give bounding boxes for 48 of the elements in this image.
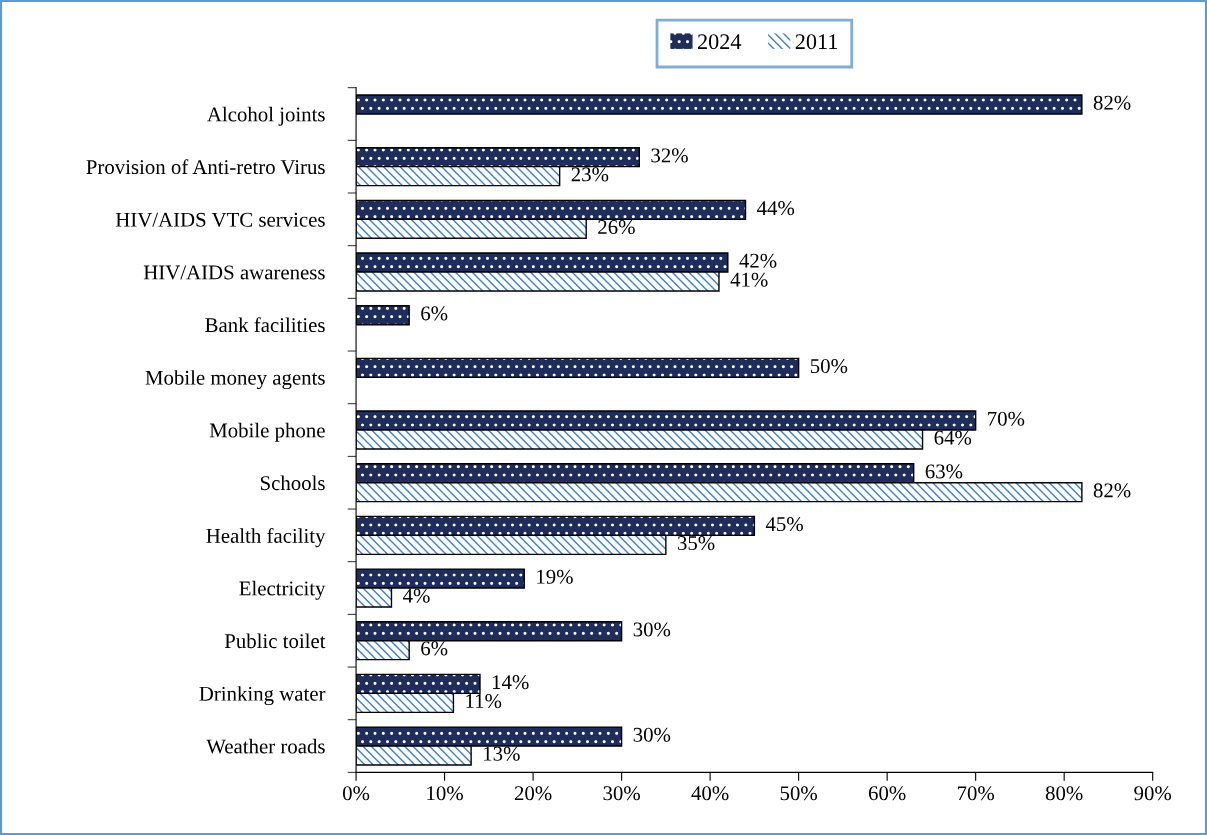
data-label: 35% (677, 536, 715, 551)
data-label: 82% (1093, 95, 1131, 110)
x-tick-label: 50% (780, 786, 818, 801)
y-tick-label: Bank facilities (205, 317, 325, 333)
x-tick-label: 40% (691, 786, 729, 801)
data-label: 45% (765, 517, 803, 532)
y-tick-label: Electricity (239, 580, 326, 600)
data-label: 63% (925, 464, 963, 479)
y-tick-label: Mobile money agents (145, 370, 325, 390)
y-tick-label: Mobile phone (209, 422, 325, 442)
data-label: 70% (988, 411, 1025, 426)
x-tick-label: 30% (603, 786, 640, 801)
data-label: 64% (934, 430, 972, 445)
data-label: 82% (1093, 483, 1131, 498)
x-tick-label: 60% (868, 786, 906, 801)
data-label: 14% (492, 675, 529, 690)
legend-label: 2024 (697, 34, 742, 50)
y-tick-label: Provision of Anti-retro Virus (86, 159, 325, 175)
data-label: 11% (466, 694, 502, 709)
data-label: 13% (484, 746, 520, 761)
x-tick-label: 70% (957, 786, 995, 801)
data-label: 44% (757, 201, 795, 216)
x-tick-label: 90% (1134, 786, 1172, 801)
y-tick-label: Public toilet (224, 633, 326, 649)
data-label: 30% (633, 622, 671, 637)
data-label: 6% (421, 641, 448, 656)
y-tick-label: HIV/AIDS VTC services (115, 212, 325, 227)
x-tick-label: 80% (1045, 786, 1083, 801)
data-label: 4% (402, 588, 430, 603)
data-label: 50% (810, 359, 848, 374)
y-tick-label: Schools (260, 475, 325, 491)
data-label: 26% (598, 219, 635, 235)
y-tick-label: Drinking water (199, 686, 326, 706)
data-label: 23% (571, 167, 609, 182)
data-label: 6% (421, 306, 448, 321)
y-tick-label: HIV/AIDS awareness (143, 265, 325, 280)
x-tick-label: 20% (514, 786, 552, 801)
data-label: 19% (537, 569, 573, 584)
y-tick-label: Weather roads (206, 738, 325, 754)
legend-label: 2011 (795, 34, 838, 50)
x-tick-label: 0% (342, 786, 370, 801)
data-label: 42% (739, 253, 777, 268)
data-label: 41% (730, 272, 768, 287)
data-label: 30% (633, 727, 671, 742)
y-tick-label: Health facility (206, 528, 326, 548)
data-label: 32% (651, 148, 688, 163)
y-tick-label: Alcohol joints (207, 106, 325, 126)
x-tick-label: 10% (427, 786, 463, 801)
